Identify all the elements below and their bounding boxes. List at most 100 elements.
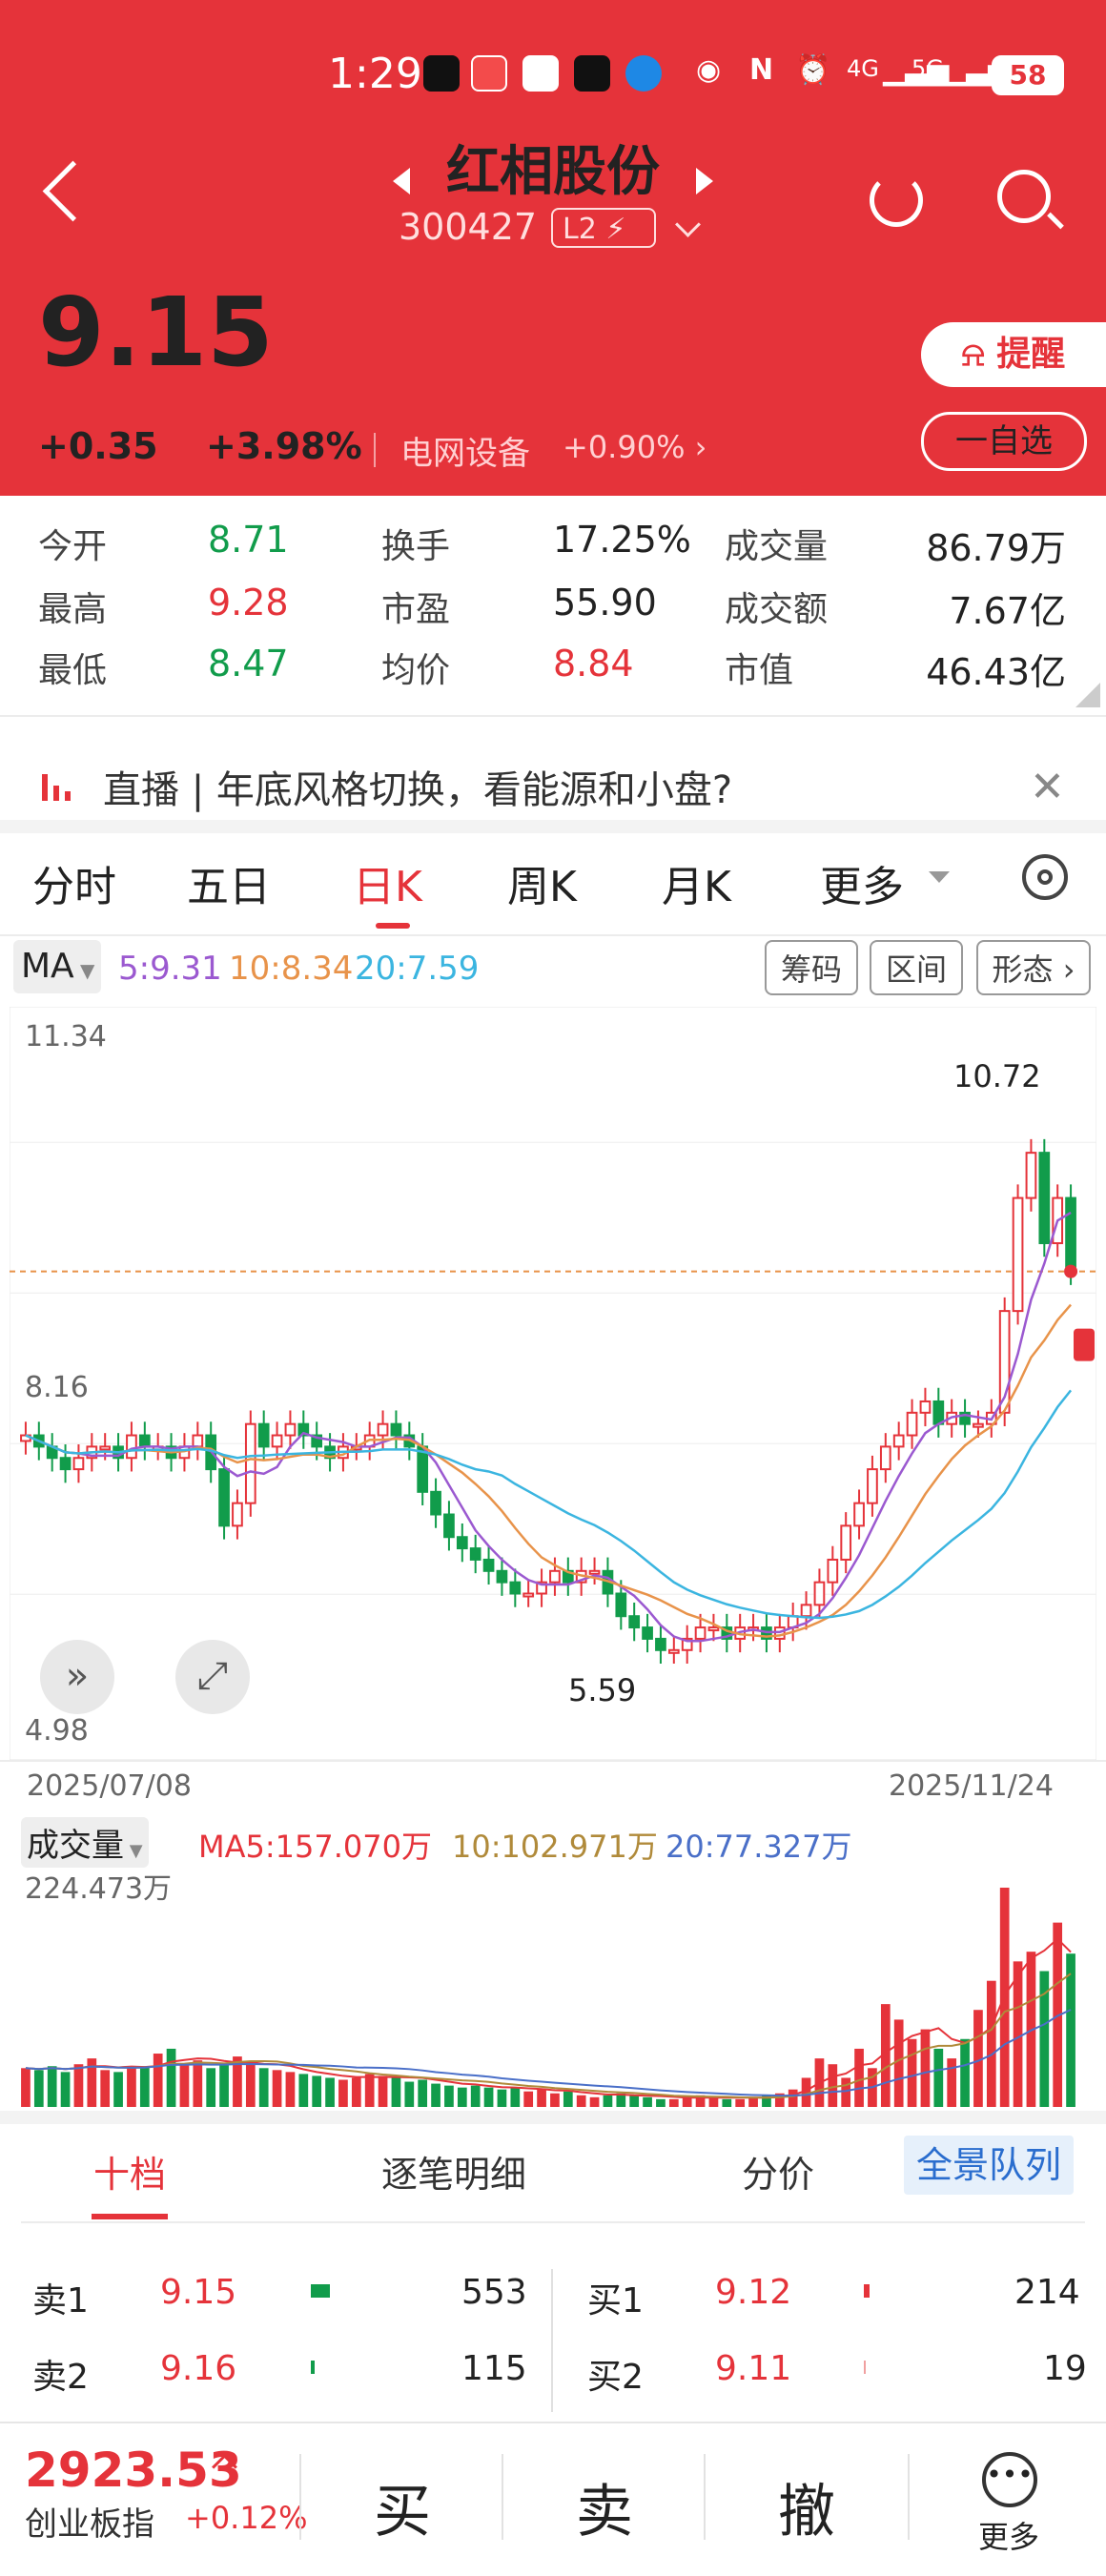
live-bars-icon [42, 767, 80, 801]
volume-bar [73, 2064, 84, 2107]
kline-chart[interactable] [10, 1007, 1096, 1760]
sell2-vol: 115 [461, 2349, 527, 2388]
add-watchlist-button[interactable]: 一自选 [921, 412, 1087, 471]
pattern-button[interactable]: 形态 › [976, 940, 1091, 995]
buy1-label: 买1 [587, 2281, 644, 2320]
chevron-right-icon: › [685, 429, 707, 465]
index-value[interactable]: 2923.53 [25, 2443, 242, 2498]
ma5-value: 5:9.31 [118, 950, 222, 988]
candle-body [655, 1637, 666, 1651]
stat-value: 46.43亿 [926, 651, 1066, 693]
volume-bar [325, 2077, 335, 2107]
tab-full-queue[interactable]: 全景队列 [904, 2136, 1074, 2195]
candle-body [973, 1422, 984, 1428]
candle-body [311, 1434, 323, 1448]
candle-body [588, 1569, 601, 1575]
active-tab-indicator [376, 923, 410, 929]
y-tick-top: 11.34 [25, 1020, 107, 1053]
stat-value: 8.84 [553, 643, 634, 685]
volume-bar [47, 2066, 57, 2107]
expand-icon[interactable]: » [40, 1640, 114, 1714]
ma-label: MA [21, 947, 74, 986]
candle-body [522, 1592, 535, 1598]
buy1-price: 9.12 [715, 2273, 792, 2312]
signal-5g-icon: 5G [911, 55, 944, 82]
tab-0[interactable]: 分时 [32, 863, 116, 911]
more-icon[interactable]: ••• [982, 2452, 1037, 2507]
volume-bar [444, 2085, 454, 2107]
volume-bar [973, 2010, 983, 2107]
tab-ten-levels[interactable]: 十档 [93, 2154, 167, 2196]
candle-body [919, 1400, 932, 1414]
divider [0, 2111, 1106, 2124]
sector-pct-value: +0.90% [563, 429, 686, 465]
live-banner-text[interactable]: 直播 | 年底风格切换，看能源和小盘? [103, 768, 733, 812]
volume-bar [1026, 1952, 1036, 2107]
volume-bar [113, 2072, 123, 2107]
low-price-label: 5.59 [568, 1672, 637, 1708]
close-icon[interactable]: ✕ [1030, 763, 1065, 811]
volume-bar [1039, 1971, 1050, 2107]
volume-bar [510, 2087, 521, 2107]
candle-body [430, 1490, 441, 1516]
volume-bar [616, 2093, 626, 2107]
volume-bar [735, 2098, 746, 2107]
volume-bar [483, 2087, 494, 2107]
ma-selector[interactable]: MA ▼ [13, 940, 101, 993]
cancel-order-button[interactable]: 撤 [778, 2479, 835, 2545]
volume-bar [457, 2087, 467, 2107]
volume-bar [33, 2070, 44, 2107]
candle-body [1012, 1196, 1024, 1313]
l2-badge[interactable]: L2 ⚡ [551, 208, 656, 248]
volume-bar [139, 2066, 150, 2107]
tab-3[interactable]: 周K [507, 863, 577, 911]
search-icon[interactable] [997, 170, 1051, 223]
buy-button[interactable]: 买 [374, 2479, 431, 2545]
buy2-label: 买2 [587, 2358, 644, 2397]
vol-ma10-line [25, 1973, 1072, 2099]
range-button[interactable]: 区间 [870, 940, 963, 995]
volume-bar [431, 2083, 440, 2107]
volume-bar [391, 2077, 401, 2107]
index-name[interactable]: 创业板指 [25, 2505, 154, 2544]
sector-link[interactable]: 电网设备 [400, 435, 530, 473]
fullscreen-icon[interactable]: ⤢ [175, 1640, 250, 1714]
tab-tick-detail[interactable]: 逐笔明细 [381, 2154, 527, 2196]
chip-button[interactable]: 筹码 [765, 940, 858, 995]
volume-bar [668, 2098, 679, 2107]
prev-stock-icon[interactable] [393, 168, 410, 194]
refresh-icon[interactable] [870, 174, 923, 227]
vol-ma5: MA5:157.070万 [198, 1829, 432, 1865]
more-button[interactable]: 更多 [978, 2519, 1040, 2555]
candle-body [192, 1434, 204, 1448]
candle-body [126, 1434, 137, 1460]
volume-chart[interactable] [10, 1869, 1096, 2107]
tab-2[interactable]: 日K [353, 863, 422, 911]
volume-bar [960, 2038, 970, 2107]
volume-bar [563, 2091, 573, 2107]
volume-bar [312, 2075, 322, 2107]
candle-body [509, 1581, 522, 1595]
volume-bar [788, 2089, 798, 2107]
sell-button[interactable]: 卖 [576, 2479, 633, 2545]
stat-value: 8.47 [208, 643, 289, 685]
divider [299, 2454, 301, 2540]
tab-price-dist[interactable]: 分价 [742, 2154, 815, 2196]
tab-5[interactable]: 更多 [820, 863, 904, 911]
active-tab-indicator [92, 2214, 168, 2219]
chart-frame [10, 1007, 1096, 1760]
volume-bar [920, 2029, 931, 2107]
buy1-bar [864, 2284, 870, 2298]
candle-body [443, 1513, 455, 1539]
settings-icon[interactable] [1022, 854, 1068, 900]
divider [0, 820, 1106, 833]
tab-1[interactable]: 五日 [187, 863, 271, 911]
volume-selector[interactable]: 成交量 ▼ [21, 1817, 149, 1868]
stat-label: 今开 [38, 527, 108, 566]
sell1-label: 卖1 [32, 2281, 89, 2320]
sector-pct[interactable]: +0.90% › [563, 429, 707, 465]
next-stock-icon[interactable] [696, 168, 713, 194]
tab-4[interactable]: 月K [662, 863, 731, 911]
expand-corner-icon[interactable] [1075, 683, 1100, 707]
alert-button[interactable]: ⍾ 提醒 [921, 322, 1106, 387]
